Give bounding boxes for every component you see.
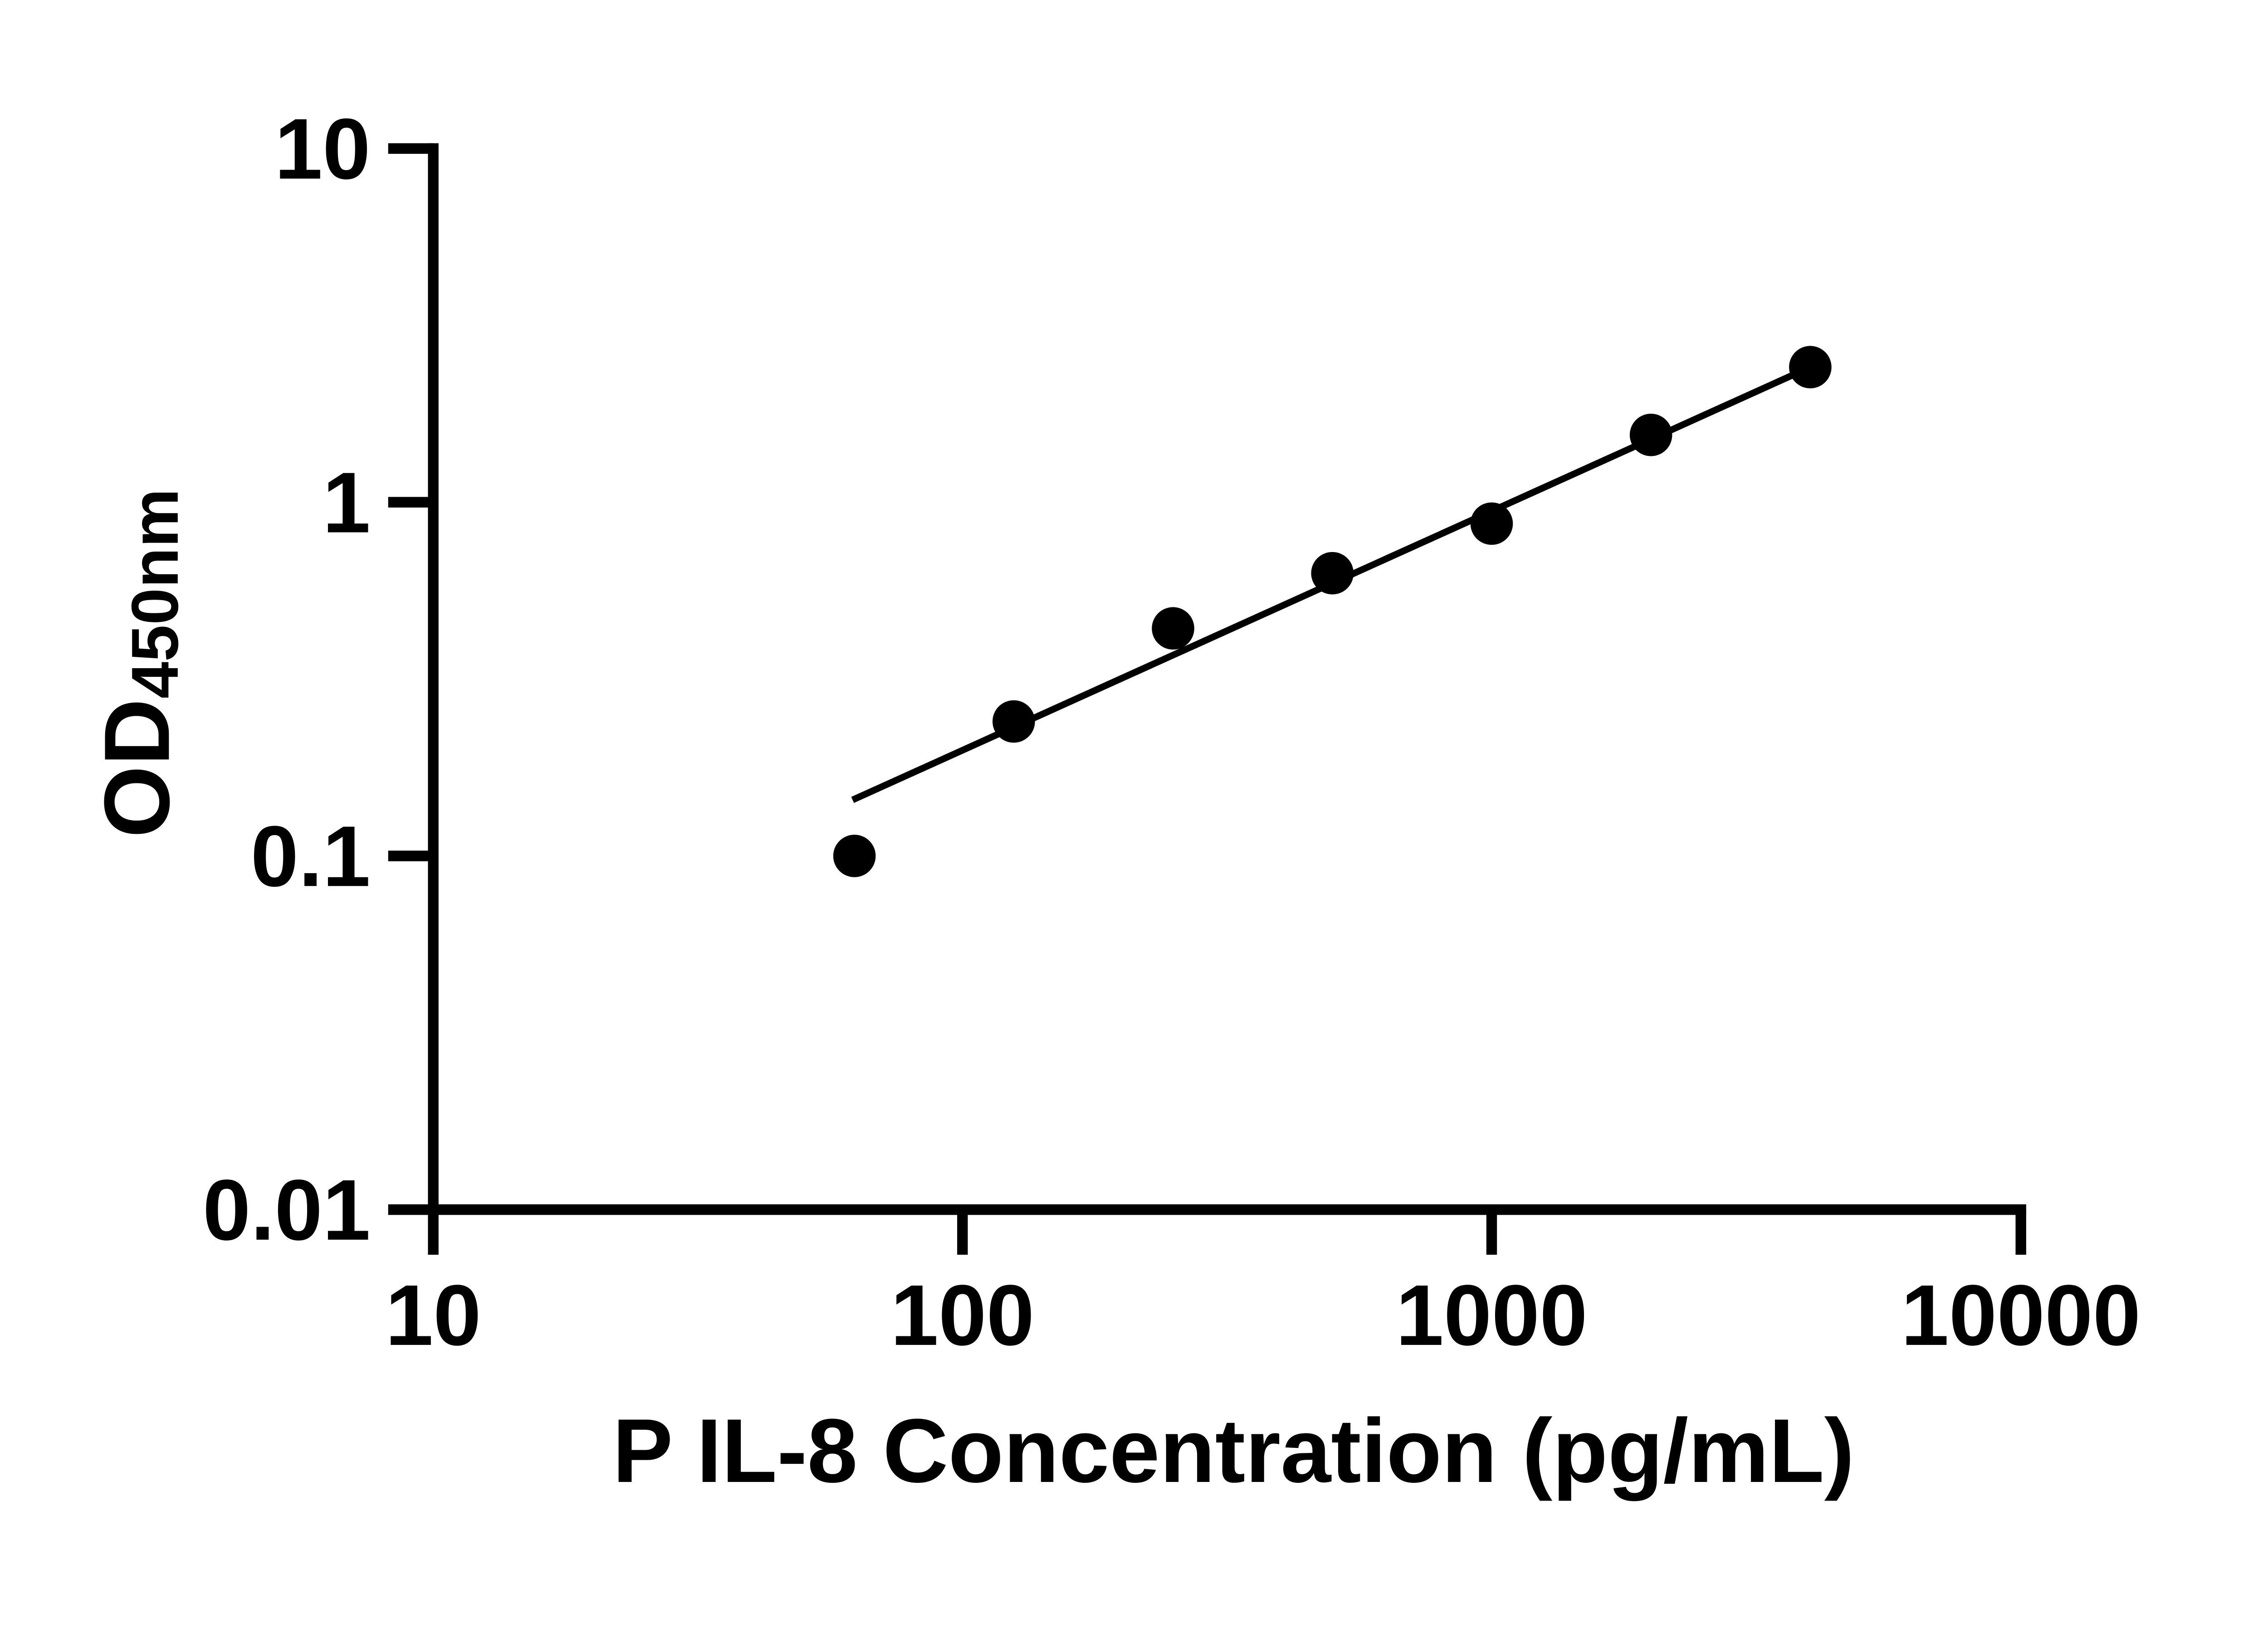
y-tick-label: 0.01 (203, 1162, 371, 1258)
data-point (833, 835, 876, 877)
y-axis-ticks (388, 143, 434, 1215)
x-tick-label: 10000 (1901, 1267, 2141, 1364)
x-axis-ticks (428, 1209, 2026, 1255)
x-axis-tick-labels: 10 100 1000 10000 (385, 1267, 2141, 1364)
x-tick-label: 10 (385, 1267, 481, 1364)
data-point (1311, 552, 1354, 595)
data-point (1629, 414, 1672, 456)
x-tick-label: 1000 (1396, 1267, 1588, 1364)
data-point (1152, 607, 1194, 650)
chart-background (0, 0, 2268, 1592)
data-point (1470, 502, 1513, 545)
x-axis-title: P IL-8 Concentration (pg/mL) (612, 1400, 1854, 1501)
figure-canvas: 10 1 0.1 0.01 10 100 1000 10000 P IL-8 Concent… (0, 0, 2268, 1592)
data-point (1789, 346, 1832, 389)
data-points (833, 346, 1832, 877)
elisa-standard-curve-chart: 10 1 0.1 0.01 10 100 1000 10000 P IL-8 Concent… (0, 0, 2268, 1592)
x-tick-label: 100 (890, 1267, 1034, 1364)
y-axis-title: OD450nm (85, 489, 191, 838)
y-axis-title-main: OD (85, 699, 189, 838)
y-tick-label: 0.1 (251, 808, 371, 905)
y-tick-label: 1 (323, 455, 371, 551)
y-axis-title-subscript: 450nm (118, 489, 192, 699)
y-axis-tick-labels: 10 1 0.1 0.01 (203, 101, 371, 1258)
y-tick-label: 10 (274, 101, 370, 197)
data-point (992, 700, 1035, 743)
